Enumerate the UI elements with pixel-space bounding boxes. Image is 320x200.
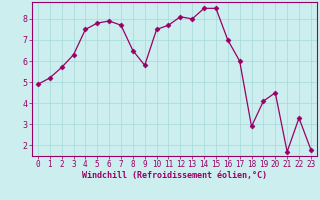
- X-axis label: Windchill (Refroidissement éolien,°C): Windchill (Refroidissement éolien,°C): [82, 171, 267, 180]
